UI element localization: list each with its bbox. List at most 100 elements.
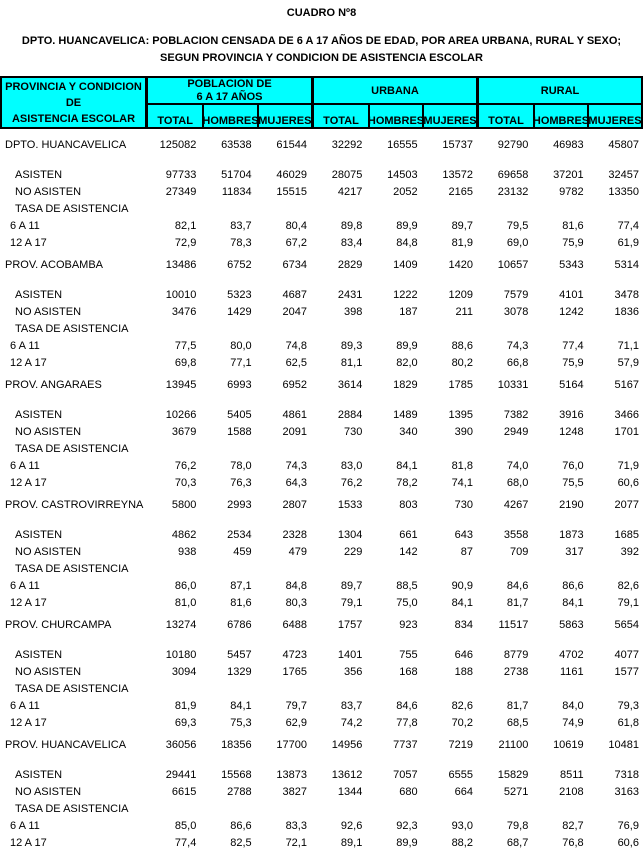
- cell-value: 13612: [331, 768, 363, 781]
- table-row: ASISTEN 4862 2534 2328 1304 661 643 3558 1873 168…: [0, 526, 643, 543]
- table-section: PROV. ACOBAMBA 13486 6752 6734 2829 1409 1420 1…: [0, 256, 643, 371]
- column-header-hombres: HOMBRES: [368, 105, 422, 127]
- cell-value: 32457: [608, 168, 639, 181]
- table-row: TASA DE ASISTENCIA: [0, 560, 643, 577]
- cell-value: 4101: [559, 288, 584, 301]
- cell-value: 7737: [393, 738, 418, 751]
- cell-value: 6555: [448, 768, 473, 781]
- row-label: ASISTEN: [15, 168, 63, 181]
- cell-value: 15829: [497, 768, 529, 781]
- cell-value: 2829: [337, 258, 363, 271]
- table-row: 12 A 17 69,8 77,1 62,5 81,1 82,0 80,2 66,8 75,9 5…: [0, 354, 643, 371]
- cell-value: 6615: [171, 785, 197, 798]
- cell-value: 2807: [282, 498, 307, 511]
- cell-value: 64,3: [285, 476, 307, 489]
- cell-value: 76,2: [340, 476, 363, 489]
- cell-value: 18356: [221, 738, 252, 751]
- cell-value: 1765: [282, 665, 307, 678]
- page-title: CUADRO Nº8: [286, 7, 357, 19]
- cell-value: 74,3: [506, 339, 529, 352]
- table-row: PROV. ANGARAES 13945 6993 6952 3614 1829 1785 1…: [0, 376, 643, 393]
- cell-value: 63538: [221, 138, 252, 151]
- table-row: DPTO. HUANCAVELICA 125082 63538 61544 32292 1…: [0, 136, 643, 153]
- cell-value: 68,5: [506, 716, 529, 729]
- cell-value: 89,9: [396, 219, 418, 232]
- cell-value: 84,1: [230, 699, 252, 712]
- table-header: PROVINCIA Y CONDICION DE ASISTENCIA ESCO…: [0, 76, 643, 129]
- row-label: ASISTEN: [15, 768, 63, 781]
- cell-value: 77,4: [617, 219, 639, 232]
- cell-value: 74,8: [285, 339, 307, 352]
- cell-value: 6488: [282, 618, 307, 631]
- page-subtitle: DPTO. HUANCAVELICA: POBLACION CENSADA DE…: [0, 33, 643, 67]
- cell-value: 76,9: [617, 819, 639, 832]
- cell-value: 2884: [337, 408, 363, 421]
- cell-value: 77,5: [174, 339, 197, 352]
- cell-value: 664: [454, 785, 473, 798]
- cell-value: 57,9: [617, 356, 639, 369]
- table-row: NO ASISTEN 3679 1588 2091 730 340 390 2949 1248 1…: [0, 423, 643, 440]
- row-spacer: [0, 633, 643, 646]
- cell-value: 84,1: [562, 596, 584, 609]
- cell-value: 4077: [614, 648, 639, 661]
- cell-value: 90,9: [451, 579, 473, 592]
- cell-value: 80,4: [285, 219, 307, 232]
- row-label: 6 A 11: [10, 819, 40, 832]
- cell-value: 77,8: [396, 716, 418, 729]
- cell-value: 83,7: [230, 219, 252, 232]
- cell-value: 67,2: [285, 236, 307, 249]
- cell-value: 3679: [171, 425, 197, 438]
- table-row: ASISTEN 10266 5405 4861 2884 1489 1395 7382 3916…: [0, 406, 643, 423]
- cell-value: 13486: [165, 258, 197, 271]
- cell-value: 36056: [165, 738, 197, 751]
- cell-value: 51704: [221, 168, 252, 181]
- cell-value: 79,3: [617, 699, 639, 712]
- group-header-urbana: URBANA TOTAL HOMBRES MUJERES: [311, 78, 476, 127]
- stub-line-3: ASISTENCIA ESCOLAR: [11, 113, 136, 125]
- cell-value: 2047: [282, 305, 307, 318]
- cell-value: 3558: [503, 528, 529, 541]
- cell-value: 77,1: [230, 356, 252, 369]
- cell-value: 6786: [227, 618, 252, 631]
- cell-value: 77,4: [562, 339, 584, 352]
- cell-value: 3466: [614, 408, 639, 421]
- group-title-line: POBLACION DE: [187, 78, 272, 91]
- table-row: TASA DE ASISTENCIA: [0, 800, 643, 817]
- cell-value: 1222: [393, 288, 418, 301]
- row-label: NO ASISTEN: [15, 305, 82, 318]
- cell-value: 81,6: [562, 219, 584, 232]
- cell-value: 69,3: [174, 716, 197, 729]
- table-row: 6 A 11 77,5 80,0 74,8 89,3 89,9 88,6 74,3 77,4 71…: [0, 337, 643, 354]
- cell-value: 76,3: [230, 476, 252, 489]
- cell-value: 88,6: [451, 339, 473, 352]
- table-row: 6 A 11 85,0 86,6 83,3 92,6 92,3 93,0 79,8 82,7 76…: [0, 817, 643, 834]
- cell-value: 89,9: [396, 339, 418, 352]
- cell-value: 70,3: [174, 476, 197, 489]
- table-row: PROV. ACOBAMBA 13486 6752 6734 2829 1409 1420 1…: [0, 256, 643, 273]
- table-section: PROV. CHURCAMPA 13274 6786 6488 1757 923 834 11…: [0, 616, 643, 731]
- table-row: 12 A 17 77,4 82,5 72,1 89,1 89,9 88,2 68,7 76,8 6…: [0, 834, 643, 851]
- cell-value: 82,0: [396, 356, 418, 369]
- row-label: 6 A 11: [10, 219, 40, 232]
- table-row: TASA DE ASISTENCIA: [0, 680, 643, 697]
- cell-value: 2534: [227, 528, 252, 541]
- cell-value: 356: [343, 665, 363, 678]
- section-label: DPTO. HUANCAVELICA: [5, 138, 127, 151]
- table-row: NO ASISTEN 938 459 479 229 142 87 709 317 392: [0, 543, 643, 560]
- cell-value: 70,2: [451, 716, 473, 729]
- cell-value: 61,9: [617, 236, 639, 249]
- cell-value: 803: [399, 498, 418, 511]
- table-section: PROV. HUANCAVELICA 36056 18356 17700 14956 77…: [0, 736, 643, 851]
- row-label: 12 A 17: [10, 596, 47, 609]
- cell-value: 97733: [165, 168, 197, 181]
- cell-value: 4687: [282, 288, 307, 301]
- cell-value: 16555: [387, 138, 418, 151]
- cell-value: 9782: [559, 185, 584, 198]
- cell-value: 459: [233, 545, 252, 558]
- cell-value: 13873: [276, 768, 307, 781]
- row-label: 6 A 11: [10, 579, 40, 592]
- column-header-hombres: HOMBRES: [533, 105, 587, 127]
- cell-value: 3614: [337, 378, 363, 391]
- cell-value: 86,6: [230, 819, 252, 832]
- cell-value: 81,6: [230, 596, 252, 609]
